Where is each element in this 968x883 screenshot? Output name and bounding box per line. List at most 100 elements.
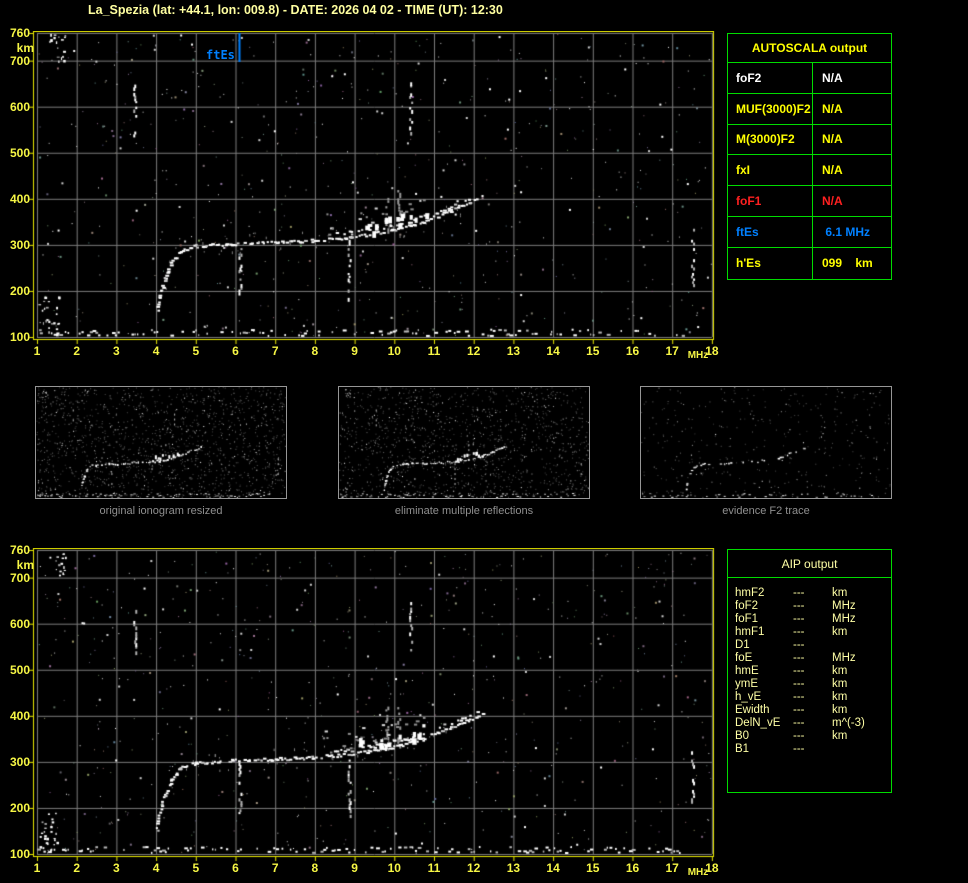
y-tick-label: 760 bbox=[9, 26, 30, 40]
x-tick-label: 18 bbox=[705, 344, 719, 358]
table-row: B1 --- bbox=[735, 743, 891, 756]
parameter-unit bbox=[832, 743, 891, 756]
parameter-value: N/A bbox=[812, 155, 891, 186]
parameter-label: h_vE bbox=[735, 691, 762, 703]
y-tick-label: 600 bbox=[9, 616, 30, 631]
x-tick-label: 15 bbox=[586, 861, 600, 875]
x-tick-label: 16 bbox=[625, 344, 640, 358]
autoscala-table-rows: foF2 N/A MUF(3000)F2 N/A M(3000)F2 N/A fxI N/A f… bbox=[728, 63, 891, 279]
y-axis-unit-label: km bbox=[16, 41, 34, 55]
parameter-label: foF2 bbox=[736, 70, 762, 85]
aip-table-rows: hmF2 --- km foF2 --- MHz foF1 --- MHz hmF1 --- km D1… bbox=[728, 578, 891, 756]
x-tick-label: 12 bbox=[467, 861, 481, 875]
parameter-value: N/A bbox=[812, 93, 891, 124]
x-tick-label: 2 bbox=[73, 861, 81, 875]
ftEs-marker-label: ftEs bbox=[206, 48, 235, 62]
x-tick-label: 5 bbox=[192, 861, 200, 875]
parameter-label: hmF1 bbox=[735, 626, 765, 638]
parameter-label: M(3000)F2 bbox=[736, 132, 795, 147]
table-row: ftEs 6.1 MHz bbox=[728, 216, 891, 248]
x-tick-label: 1 bbox=[33, 344, 41, 358]
x-tick-label: 6 bbox=[232, 861, 239, 875]
x-tick-label: 8 bbox=[311, 861, 319, 875]
y-tick-label: 200 bbox=[9, 283, 30, 298]
window-title: La_Spezia (lat: +44.1, lon: 009.8) - DAT… bbox=[88, 3, 503, 17]
parameter-value: --- bbox=[793, 665, 805, 677]
thumbnail-canvas bbox=[339, 387, 589, 498]
table-row: D1 --- bbox=[735, 639, 891, 652]
parameter-label: MUF(3000)F2 bbox=[736, 101, 811, 116]
x-tick-label: 14 bbox=[546, 344, 560, 358]
y-tick-label: 760 bbox=[9, 543, 30, 557]
x-tick-label: 3 bbox=[113, 344, 120, 358]
thumbnail-caption: original ionogram resized bbox=[99, 505, 223, 517]
parameter-value: --- bbox=[793, 600, 805, 612]
x-tick-label: 10 bbox=[387, 861, 401, 875]
x-tick-label: 3 bbox=[113, 861, 120, 875]
parameter-label: hmF2 bbox=[735, 587, 765, 599]
autoscala-output-table: AUTOSCALA output foF2 N/A MUF(3000)F2 N/A M(… bbox=[727, 33, 892, 280]
x-tick-label: 13 bbox=[506, 861, 521, 875]
x-axis-unit-label: MHz bbox=[687, 867, 709, 878]
x-tick-label: 12 bbox=[467, 344, 481, 358]
parameter-label: h'Es bbox=[736, 256, 761, 271]
parameter-value: --- bbox=[793, 730, 805, 742]
y-tick-label: 700 bbox=[9, 570, 30, 585]
x-tick-label: 8 bbox=[311, 344, 319, 358]
parameter-label: ymE bbox=[735, 678, 758, 690]
y-tick-label: 200 bbox=[9, 800, 30, 815]
table-row: foE --- MHz bbox=[735, 652, 891, 665]
parameter-unit: km bbox=[832, 678, 848, 690]
x-tick-label: 13 bbox=[506, 344, 521, 358]
table-row: h_vE --- km bbox=[735, 691, 891, 704]
parameter-unit: km bbox=[832, 587, 848, 599]
thumbnail-canvas bbox=[36, 387, 286, 498]
x-tick-label: 4 bbox=[152, 861, 160, 875]
parameter-label: foF1 bbox=[735, 613, 759, 625]
x-tick-label: 9 bbox=[351, 861, 358, 875]
y-tick-label: 300 bbox=[9, 237, 30, 252]
parameter-unit bbox=[832, 639, 891, 652]
table-row: foF2 --- MHz bbox=[735, 600, 891, 613]
x-tick-label: 7 bbox=[271, 344, 279, 358]
ionogram-canvas-top bbox=[29, 31, 718, 348]
table-row: h'Es 099 km bbox=[728, 247, 891, 279]
y-tick-label: 100 bbox=[9, 329, 30, 344]
parameter-label: foF2 bbox=[735, 600, 759, 612]
parameter-value: --- bbox=[793, 652, 805, 664]
x-tick-label: 14 bbox=[546, 861, 560, 875]
parameter-unit: MHz bbox=[832, 600, 856, 612]
y-tick-label: 700 bbox=[9, 53, 30, 68]
x-tick-label: 5 bbox=[192, 344, 200, 358]
table-row: foF1 N/A bbox=[728, 186, 891, 217]
parameter-value: --- bbox=[793, 626, 805, 638]
x-tick-label: 11 bbox=[427, 344, 441, 358]
y-tick-label: 500 bbox=[9, 662, 30, 677]
y-tick-label: 100 bbox=[9, 846, 30, 861]
table-row: hmF2 --- km bbox=[735, 587, 891, 600]
table-row: B0 --- km bbox=[735, 730, 891, 743]
y-tick-label: 400 bbox=[9, 191, 30, 206]
parameter-value: --- bbox=[793, 587, 805, 599]
ionogram-thumbnail bbox=[338, 386, 590, 499]
x-tick-label: 1 bbox=[33, 861, 41, 875]
parameter-unit: km bbox=[832, 730, 848, 742]
x-tick-label: 17 bbox=[665, 861, 679, 875]
parameter-label: Ewidth bbox=[735, 704, 770, 716]
parameter-value: 099 km bbox=[812, 247, 891, 279]
parameter-value: --- bbox=[793, 639, 805, 651]
parameter-label: B1 bbox=[735, 743, 750, 755]
parameter-value: N/A bbox=[812, 124, 891, 155]
parameter-label: foE bbox=[735, 652, 753, 664]
table-row: hmF1 --- km bbox=[735, 626, 891, 639]
thumbnail-canvas bbox=[641, 387, 891, 498]
parameter-unit: km bbox=[832, 704, 848, 716]
parameter-value: --- bbox=[793, 678, 805, 690]
x-tick-label: 7 bbox=[271, 861, 279, 875]
y-tick-label: 400 bbox=[9, 708, 30, 723]
parameter-value: --- bbox=[793, 691, 805, 703]
x-tick-label: 10 bbox=[387, 344, 401, 358]
y-tick-label: 300 bbox=[9, 754, 30, 769]
parameter-label: foF1 bbox=[736, 194, 762, 209]
